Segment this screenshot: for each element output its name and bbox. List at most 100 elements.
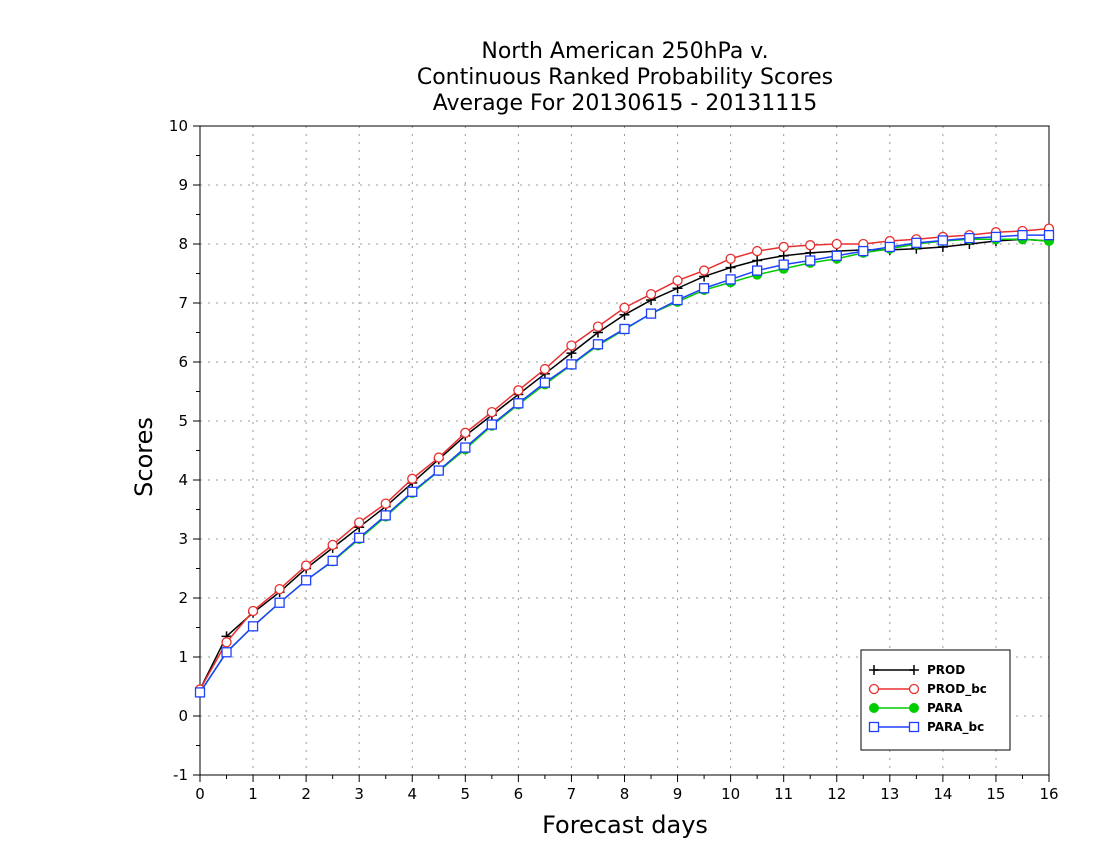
y-tick-label: 2 — [178, 589, 188, 607]
data-point — [513, 385, 524, 396]
series-line — [199, 227, 1050, 690]
y-tick-label: 6 — [178, 353, 188, 371]
data-point — [778, 259, 789, 270]
data-point — [869, 703, 879, 713]
series-para-bc — [194, 229, 1055, 698]
legend-label: PROD — [927, 663, 965, 677]
y-tick-label: -1 — [173, 766, 188, 784]
data-point — [247, 605, 259, 617]
data-point — [221, 647, 232, 658]
y-tick-label: 4 — [178, 471, 188, 489]
data-point — [327, 555, 338, 566]
x-tick-label: 5 — [461, 785, 471, 803]
data-point — [354, 532, 365, 543]
x-tick-label: 8 — [620, 785, 630, 803]
data-point — [911, 237, 922, 248]
data-point — [645, 308, 657, 319]
series-lines — [194, 223, 1055, 698]
x-tick-label: 0 — [195, 785, 205, 803]
title-line-3: Average For 20130615 - 20131115 — [433, 91, 818, 116]
y-tick-label: 10 — [169, 117, 188, 135]
data-point — [645, 288, 657, 300]
y-tick-label: 8 — [178, 235, 188, 253]
legend-item: PROD_bc — [868, 682, 987, 697]
data-point — [433, 465, 444, 476]
data-point — [752, 245, 763, 257]
x-tick-label: 13 — [880, 785, 899, 803]
y-tick-label: 0 — [178, 707, 188, 725]
data-point — [619, 302, 630, 313]
data-point — [698, 265, 710, 276]
chart-title: North American 250hPa v. Continuous Rank… — [417, 39, 833, 116]
data-point — [725, 274, 736, 285]
x-axis: 0 1 2 3 4 5 6 7 8 9 10 11 12 13 14 15 16 — [195, 775, 1059, 803]
x-tick-label: 1 — [248, 785, 258, 803]
data-point — [407, 473, 418, 484]
data-point — [805, 255, 816, 266]
data-point — [909, 703, 919, 713]
legend-label: PARA_bc — [927, 720, 984, 735]
data-point — [486, 419, 497, 430]
x-tick-label: 3 — [354, 785, 364, 803]
y-tick-label: 7 — [178, 294, 188, 312]
data-point — [752, 255, 763, 266]
data-point — [908, 683, 920, 695]
data-point — [698, 283, 710, 294]
title-line-2: Continuous Ranked Probability Scores — [417, 65, 833, 90]
data-point — [858, 245, 869, 257]
data-point — [460, 442, 471, 453]
data-point — [433, 452, 444, 463]
data-point — [380, 498, 391, 509]
data-point — [513, 398, 524, 409]
x-tick-label: 4 — [407, 785, 417, 803]
data-point — [868, 683, 880, 695]
x-tick-label: 7 — [567, 785, 577, 803]
data-point — [831, 250, 842, 261]
data-point — [354, 517, 365, 528]
data-point — [592, 339, 604, 350]
data-point — [380, 510, 391, 521]
y-tick-label: 5 — [178, 412, 188, 430]
y-axis-label: Scores — [130, 417, 158, 497]
x-tick-label: 14 — [933, 785, 952, 803]
y-tick-label: 9 — [178, 176, 188, 194]
data-point — [869, 665, 879, 675]
x-tick-label: 15 — [986, 785, 1005, 803]
data-point — [566, 359, 577, 370]
data-point — [539, 363, 551, 375]
x-tick-label: 11 — [774, 785, 793, 803]
data-point — [247, 621, 259, 632]
data-point — [752, 265, 763, 276]
data-point — [908, 721, 920, 733]
data-point — [486, 406, 497, 418]
data-point — [460, 427, 471, 438]
data-point — [937, 235, 949, 246]
data-point — [1017, 229, 1028, 241]
data-point — [566, 340, 577, 351]
x-tick-label: 2 — [301, 785, 311, 803]
data-point — [672, 275, 683, 286]
x-tick-label: 9 — [673, 785, 683, 803]
legend-label: PROD_bc — [927, 682, 987, 697]
data-point — [805, 240, 816, 251]
legend-item: PARA_bc — [868, 720, 984, 735]
data-point — [539, 377, 551, 388]
data-point — [194, 687, 206, 698]
data-point — [725, 253, 736, 264]
data-point — [274, 597, 285, 608]
data-point — [300, 560, 312, 571]
x-tick-label: 12 — [827, 785, 846, 803]
data-point — [868, 721, 880, 733]
y-tick-label: 1 — [178, 648, 188, 666]
data-point — [407, 486, 418, 497]
x-tick-label: 10 — [721, 785, 740, 803]
data-point — [909, 665, 919, 675]
data-point — [619, 323, 630, 335]
data-point — [778, 241, 789, 253]
data-point — [964, 232, 975, 244]
data-point — [990, 231, 1002, 243]
data-point — [725, 262, 736, 273]
data-point — [1043, 229, 1055, 241]
data-point — [831, 238, 842, 250]
